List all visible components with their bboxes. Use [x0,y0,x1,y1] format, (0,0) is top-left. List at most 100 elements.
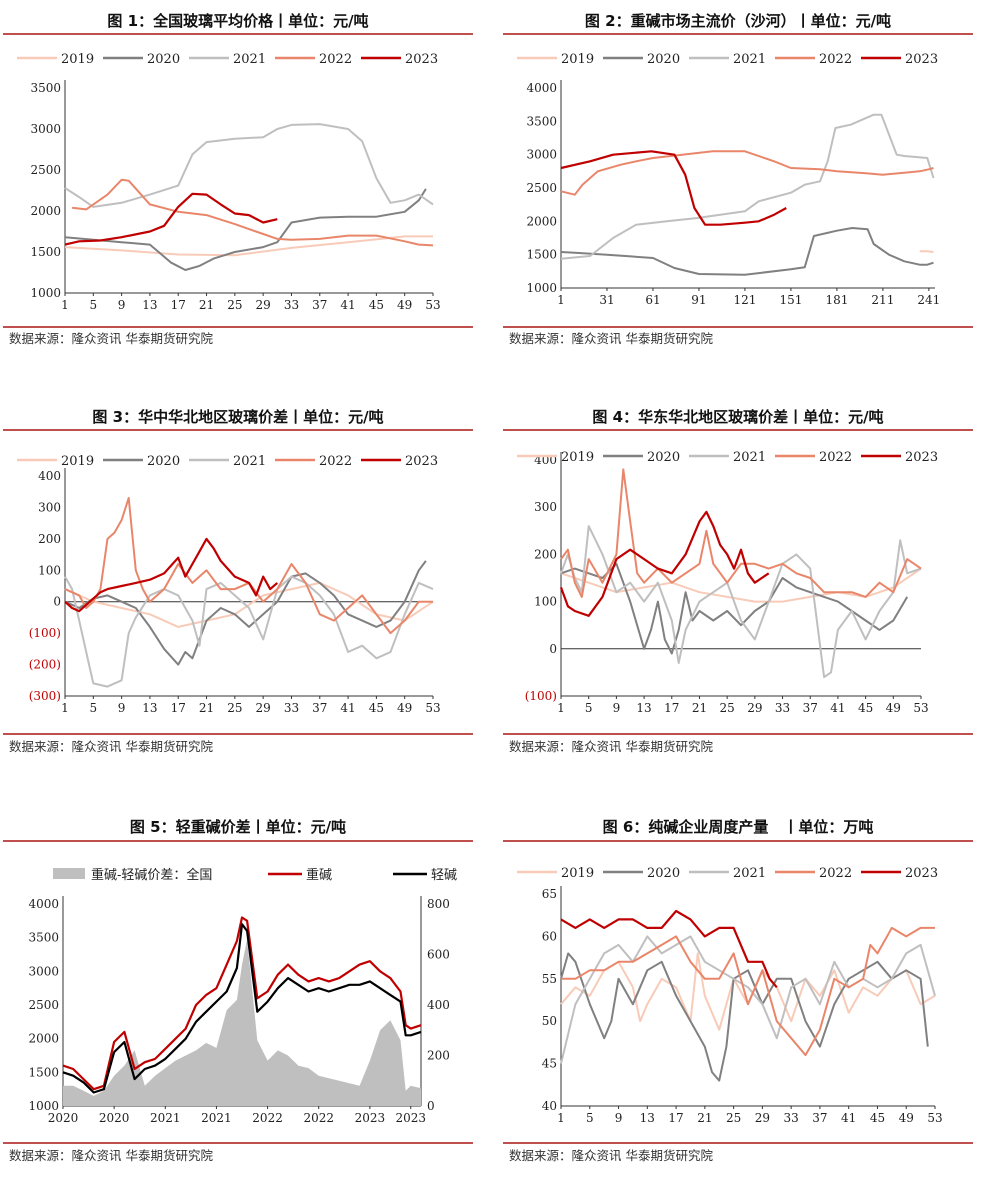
title-rule [503,840,973,842]
source-rule [503,326,973,328]
x-tick-label: 2022 [252,1111,283,1125]
y-tick-label: 200 [38,532,61,546]
x-tick-label: 2023 [355,1111,386,1125]
source-rule [3,733,473,735]
x-tick-label: 53 [425,298,440,312]
y-tick-label: 40 [542,1099,557,1113]
x-tick-label: 211 [871,293,894,307]
x-tick-label: 13 [142,298,157,312]
title-rule [503,33,973,35]
chart-title: 图 1：全国玻璃平均价格丨单位：元/吨 [107,12,369,30]
x-tick-label: 45 [369,298,384,312]
legend-label: 2023 [405,454,438,469]
legend-label: 2021 [233,52,266,67]
y-tick-label: 2000 [28,1032,59,1046]
x-tick-label: 33 [784,1111,799,1125]
legend-label: 2020 [647,866,680,881]
x-tick-label: 29 [747,701,762,715]
series-line [560,952,929,1082]
y-tick-label: (100) [29,626,61,640]
series-line [560,935,936,1064]
legend-label: 2019 [561,450,594,465]
x-tick-label: 21 [697,1111,712,1125]
x-tick-label: 2023 [395,1111,426,1125]
y-tick-label: 0 [549,642,557,656]
legend-label: 2019 [61,454,94,469]
series-line [64,560,427,666]
y-tick-label: 3000 [526,148,557,162]
x-tick-label: 5 [89,701,97,715]
x-tick-label: 181 [825,293,848,307]
panel-4: 图 4：华东华北地区玻璃价差丨单位：元/吨 (100) 0 100 200 300 400… [503,400,973,760]
y-tick-label: 50 [542,1014,557,1028]
y2-tick-label: 200 [427,1049,450,1063]
y-tick-label: 1000 [526,281,557,295]
x-tick-label: 31 [599,293,614,307]
y-tick-label: 45 [542,1057,557,1071]
source-rule [503,733,973,735]
x-tick-label: 13 [142,701,157,715]
title-rule [3,840,473,842]
y-tick-label: 1500 [28,1065,59,1079]
series-line [560,525,922,679]
x-tick-label: 49 [397,701,412,715]
x-tick-label: 9 [615,1111,623,1125]
legend-label: 2021 [733,450,766,465]
x-tick-label: 13 [640,1111,655,1125]
y-tick-label: (100) [525,689,557,703]
chart-5: 1000 1500 2000 2500 3000 3500 4000 0 200 400 600 80… [28,867,457,1125]
chart-title: 图 6：纯碱企业周度产量 丨单位：万吨 [602,818,874,836]
x-tick-label: 53 [425,701,440,715]
series-line [71,178,434,247]
series-line [64,192,278,246]
x-tick-label: 1 [557,701,565,715]
legend-label: 2020 [647,450,680,465]
x-tick-label: 41 [340,701,355,715]
x-tick-label: 13 [636,701,651,715]
y-tick-label: 3500 [30,81,61,95]
chart-title: 图 3：华中华北地区玻璃价差丨单位：元/吨 [92,408,384,426]
y2-tick-label: 0 [427,1099,435,1113]
x-tick-label: 49 [899,1111,914,1125]
legend-label: 2023 [905,52,938,67]
x-tick-label: 21 [692,701,707,715]
legend-label: 轻碱 [431,868,457,883]
x-tick-label: 33 [284,298,299,312]
series-line [64,581,434,628]
x-tick-label: 29 [256,298,271,312]
legend-label: 重碱-轻碱价差：全国 [91,867,212,883]
x-tick-label: 21 [199,298,214,312]
series-line [62,916,422,1091]
series-area [63,939,421,1106]
legend-label: 2021 [233,454,266,469]
chart-6: 40 45 50 55 60 65 1 5 9 13 17 21 25 29 33 37 41 45 49 53 201… [517,866,943,1125]
chart-1: 1000 1500 2000 2500 3000 3500 1 5 9 13 17 21 25 29 33 3… [17,52,441,312]
data-source: 数据来源：隆众资讯 华泰期货研究院 [509,739,713,754]
y-tick-label: 1500 [526,248,557,262]
x-tick-label: 9 [118,701,126,715]
x-tick-label: 45 [870,1111,885,1125]
legend-label: 2022 [819,52,852,67]
y-tick-label: 2500 [30,163,61,177]
y-tick-label: 4000 [28,897,59,911]
x-tick-label: 17 [171,298,186,312]
source-rule [3,1142,473,1144]
x-tick-label: 25 [227,701,242,715]
y-tick-label: 400 [38,469,61,483]
y-tick-label: 100 [534,595,557,609]
x-tick-label: 33 [284,701,299,715]
data-source: 数据来源：隆众资讯 华泰期货研究院 [509,331,713,346]
source-rule [503,1142,973,1144]
x-tick-label: 61 [645,293,660,307]
series-line [64,537,279,613]
chart-3: (300) (200) (100) 0 100 200 300 400 1 5 9 13 17 21 25 2… [17,454,441,715]
x-tick-label: 41 [830,701,845,715]
y-tick-label: (200) [29,658,61,672]
legend-label: 重碱 [306,867,332,883]
y-tick-label: 3000 [30,122,61,136]
x-tick-label: 41 [340,298,355,312]
y-tick-label: 1500 [30,245,61,259]
y-tick-label: 0 [53,595,61,609]
series-line [919,250,934,253]
